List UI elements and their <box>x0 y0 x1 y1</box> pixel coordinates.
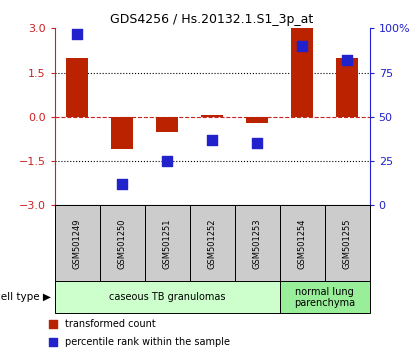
Text: GSM501255: GSM501255 <box>343 218 352 269</box>
Bar <box>201 115 223 117</box>
Bar <box>100 205 144 281</box>
Point <box>50 339 56 344</box>
Text: percentile rank within the sample: percentile rank within the sample <box>65 337 230 347</box>
Bar <box>156 117 178 132</box>
Bar <box>189 205 235 281</box>
Title: GDS4256 / Hs.20132.1.S1_3p_at: GDS4256 / Hs.20132.1.S1_3p_at <box>110 13 314 26</box>
Bar <box>55 281 280 313</box>
Bar <box>280 205 325 281</box>
Bar <box>55 205 100 281</box>
Text: GSM501254: GSM501254 <box>298 218 307 269</box>
Bar <box>235 205 280 281</box>
Bar <box>111 117 134 149</box>
Point <box>74 31 81 36</box>
Text: GSM501249: GSM501249 <box>73 218 81 269</box>
Text: GSM501253: GSM501253 <box>252 218 262 269</box>
Point <box>254 141 260 146</box>
Point <box>209 137 215 143</box>
Bar <box>144 205 189 281</box>
Text: transformed count: transformed count <box>65 319 155 329</box>
Text: GSM501252: GSM501252 <box>207 218 217 269</box>
Text: caseous TB granulomas: caseous TB granulomas <box>109 292 226 302</box>
Point <box>299 43 305 49</box>
Bar <box>291 28 313 117</box>
Bar <box>336 58 358 117</box>
Bar <box>325 205 370 281</box>
Bar <box>246 117 268 123</box>
Text: GSM501251: GSM501251 <box>163 218 172 269</box>
Text: cell type ▶: cell type ▶ <box>0 292 50 302</box>
Point <box>344 57 350 63</box>
Text: GSM501250: GSM501250 <box>118 218 126 269</box>
Point <box>164 158 171 164</box>
Point <box>119 181 126 187</box>
Point <box>50 321 56 327</box>
Bar <box>280 281 370 313</box>
Text: normal lung
parenchyma: normal lung parenchyma <box>294 286 355 308</box>
Bar <box>66 58 88 117</box>
